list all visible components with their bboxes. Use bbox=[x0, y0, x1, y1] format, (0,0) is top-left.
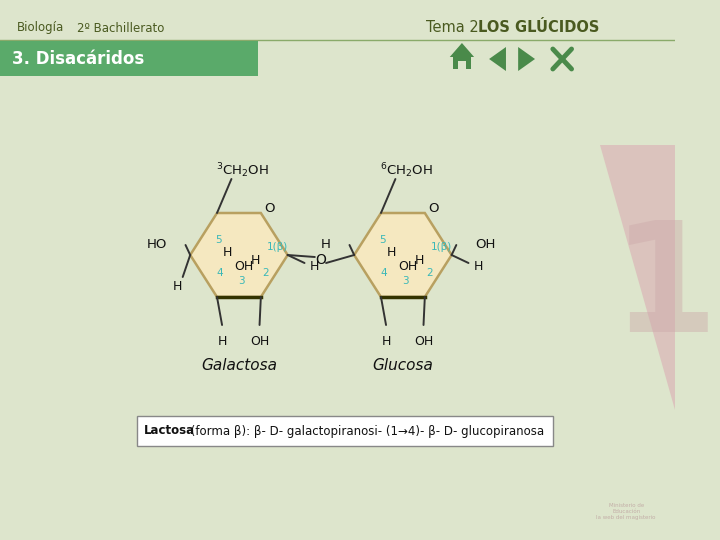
Polygon shape bbox=[453, 57, 472, 69]
Text: Ministerio de
Educación
la web del magisterio: Ministerio de Educación la web del magis… bbox=[596, 503, 656, 520]
Text: $^3$CH$_2$OH: $^3$CH$_2$OH bbox=[217, 161, 269, 180]
Text: Galactosa: Galactosa bbox=[201, 357, 277, 373]
Text: OH: OH bbox=[475, 239, 495, 252]
Text: 1(β): 1(β) bbox=[267, 242, 288, 252]
Text: H: H bbox=[382, 335, 391, 348]
Text: 3. Disacáridos: 3. Disacáridos bbox=[12, 50, 145, 68]
Text: H: H bbox=[310, 260, 320, 273]
Polygon shape bbox=[518, 47, 535, 71]
Text: 5: 5 bbox=[215, 235, 222, 245]
Text: H: H bbox=[321, 239, 330, 252]
Text: H: H bbox=[251, 253, 261, 267]
FancyBboxPatch shape bbox=[137, 416, 553, 446]
Text: OH: OH bbox=[414, 335, 433, 348]
Text: O: O bbox=[265, 201, 275, 214]
Text: (forma β): β- D- galactopiranosi- (1→4)- β- D- glucopiranosa: (forma β): β- D- galactopiranosi- (1→4)-… bbox=[187, 424, 544, 437]
Text: 1: 1 bbox=[612, 215, 719, 364]
Text: 3: 3 bbox=[402, 276, 409, 286]
Text: 2: 2 bbox=[426, 268, 433, 278]
Text: 3: 3 bbox=[238, 276, 245, 286]
Text: 1(β): 1(β) bbox=[431, 242, 452, 252]
Text: H: H bbox=[223, 246, 233, 259]
Text: OH: OH bbox=[398, 260, 418, 273]
Polygon shape bbox=[450, 43, 474, 57]
Text: H: H bbox=[217, 335, 227, 348]
Text: HO: HO bbox=[146, 239, 167, 252]
Text: H: H bbox=[172, 280, 181, 294]
Text: 4: 4 bbox=[381, 268, 387, 278]
Polygon shape bbox=[489, 47, 506, 71]
Text: Tema 2.: Tema 2. bbox=[426, 21, 488, 36]
Text: 4: 4 bbox=[217, 268, 223, 278]
Text: 2º Bachillerato: 2º Bachillerato bbox=[77, 22, 164, 35]
Polygon shape bbox=[354, 213, 451, 297]
FancyBboxPatch shape bbox=[0, 41, 258, 76]
FancyBboxPatch shape bbox=[458, 61, 466, 69]
Text: Biología: Biología bbox=[17, 22, 64, 35]
Text: O: O bbox=[315, 253, 326, 267]
Text: OH: OH bbox=[234, 260, 253, 273]
Text: O: O bbox=[428, 201, 439, 214]
Text: 2: 2 bbox=[262, 268, 269, 278]
Polygon shape bbox=[600, 145, 675, 410]
Text: Lactosa: Lactosa bbox=[144, 424, 195, 437]
Text: H: H bbox=[387, 246, 396, 259]
Text: H: H bbox=[474, 260, 484, 273]
Text: OH: OH bbox=[250, 335, 269, 348]
Text: Glucosa: Glucosa bbox=[372, 357, 433, 373]
Polygon shape bbox=[190, 213, 288, 297]
Text: H: H bbox=[415, 253, 425, 267]
Text: $^6$CH$_2$OH: $^6$CH$_2$OH bbox=[380, 161, 433, 180]
Text: LOS GLÚCIDOS: LOS GLÚCIDOS bbox=[478, 21, 599, 36]
Text: 5: 5 bbox=[379, 235, 386, 245]
